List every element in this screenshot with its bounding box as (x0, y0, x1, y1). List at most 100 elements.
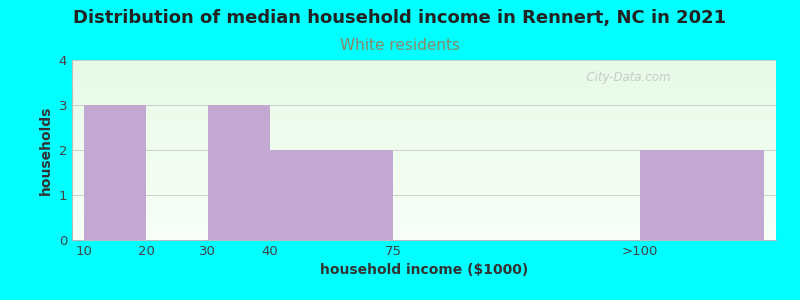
Bar (72, 117, 776, 118)
Bar (72, 174, 776, 175)
Bar (72, 179, 776, 180)
Bar (72, 234, 776, 235)
Bar (72, 209, 776, 210)
Bar (72, 94, 776, 95)
Bar (72, 104, 776, 105)
Bar (72, 65, 776, 66)
Text: City-Data.com: City-Data.com (579, 71, 670, 84)
Bar (72, 82, 776, 83)
Bar (72, 162, 776, 163)
Bar (72, 236, 776, 237)
Bar (72, 82, 776, 83)
Bar (72, 165, 776, 166)
Bar (72, 121, 776, 122)
Bar (640, 150, 764, 240)
Bar (72, 193, 776, 194)
Bar (72, 158, 776, 159)
Bar (72, 231, 776, 232)
Bar (72, 211, 776, 212)
Bar (72, 91, 776, 92)
Bar (72, 93, 776, 94)
Bar (270, 150, 393, 240)
Bar (72, 148, 776, 149)
Bar (72, 191, 776, 192)
Bar (72, 106, 776, 107)
Bar (72, 95, 776, 96)
Bar (72, 202, 776, 203)
Bar (72, 196, 776, 197)
Bar (72, 207, 776, 208)
Bar (72, 176, 776, 177)
Bar (72, 189, 776, 190)
Bar (72, 77, 776, 78)
Bar (72, 233, 776, 234)
Bar (72, 92, 776, 93)
Bar (72, 219, 776, 220)
Bar (72, 163, 776, 164)
Bar (72, 122, 776, 123)
Bar (72, 214, 776, 215)
Bar (72, 70, 776, 71)
Bar (72, 152, 776, 153)
Bar (72, 169, 776, 170)
Bar (72, 124, 776, 125)
Text: Distribution of median household income in Rennert, NC in 2021: Distribution of median household income … (74, 9, 726, 27)
Bar (72, 159, 776, 160)
Bar (72, 166, 776, 167)
Bar (72, 97, 776, 98)
Bar (72, 149, 776, 150)
Bar (72, 116, 776, 117)
Bar (72, 75, 776, 76)
Bar (72, 136, 776, 137)
Bar (72, 110, 776, 111)
Bar (72, 87, 776, 88)
Bar (72, 127, 776, 128)
Bar (72, 123, 776, 124)
Bar (72, 88, 776, 89)
Bar (72, 221, 776, 222)
Bar (72, 60, 776, 61)
Bar (72, 154, 776, 155)
Bar (72, 238, 776, 239)
Bar (72, 118, 776, 119)
Bar (72, 218, 776, 219)
Bar (72, 153, 776, 154)
Bar (72, 78, 776, 79)
Bar (72, 237, 776, 238)
Bar (72, 185, 776, 186)
Bar (72, 140, 776, 141)
Bar (72, 128, 776, 129)
Bar (72, 194, 776, 195)
Bar (72, 168, 776, 169)
Bar (72, 129, 776, 130)
Bar (72, 199, 776, 200)
Bar (72, 101, 776, 102)
Bar (72, 184, 776, 185)
Bar (72, 112, 776, 113)
Bar (72, 99, 776, 100)
Bar (72, 210, 776, 211)
Bar (72, 133, 776, 134)
Bar (72, 175, 776, 176)
Bar (72, 73, 776, 74)
Bar (72, 150, 776, 151)
Bar (72, 186, 776, 187)
Bar (72, 107, 776, 108)
Bar (72, 130, 776, 131)
Bar (72, 217, 776, 218)
Bar (72, 66, 776, 67)
Bar (72, 190, 776, 191)
Bar (72, 131, 776, 132)
Bar (72, 69, 776, 70)
Bar (72, 120, 776, 121)
Bar (72, 229, 776, 230)
Bar (72, 125, 776, 126)
Bar (72, 212, 776, 213)
Bar (72, 172, 776, 173)
Bar (72, 160, 776, 161)
Bar (72, 144, 776, 145)
Bar (72, 232, 776, 233)
Bar (72, 68, 776, 69)
Bar (72, 177, 776, 178)
Bar (72, 143, 776, 144)
